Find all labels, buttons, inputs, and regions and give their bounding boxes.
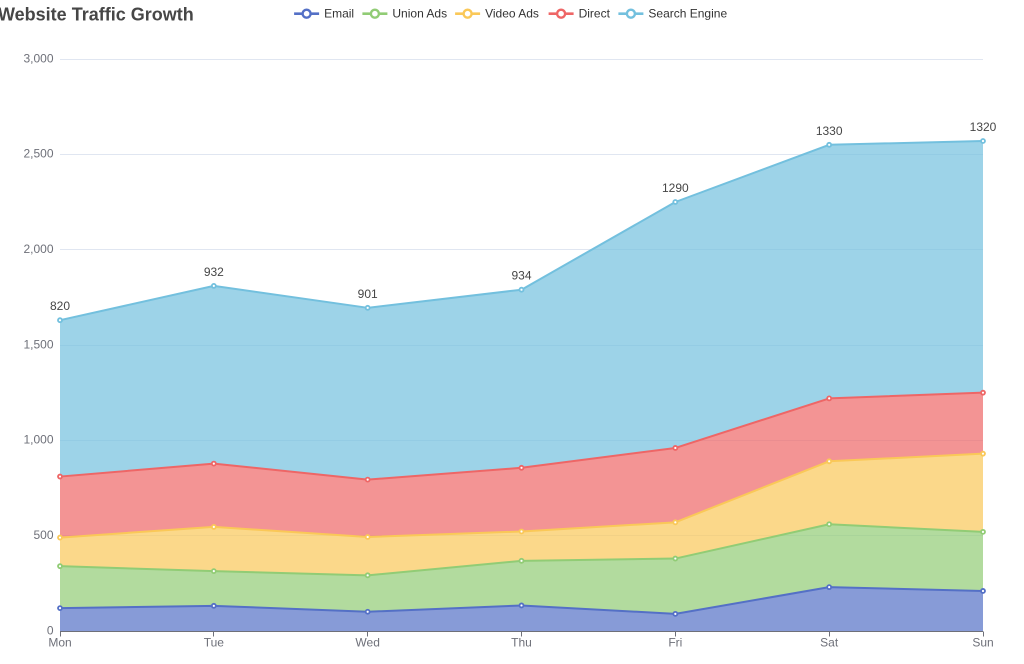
svg-text:932: 932 xyxy=(204,265,224,279)
svg-text:3,000: 3,000 xyxy=(23,51,53,65)
svg-text:Fri: Fri xyxy=(668,636,682,650)
svg-text:1,000: 1,000 xyxy=(23,433,53,447)
svg-text:1,500: 1,500 xyxy=(23,337,53,351)
svg-text:2,500: 2,500 xyxy=(23,147,53,161)
svg-text:820: 820 xyxy=(50,299,70,313)
svg-text:1320: 1320 xyxy=(970,120,997,134)
svg-text:1330: 1330 xyxy=(816,124,843,138)
svg-text:1290: 1290 xyxy=(662,181,689,195)
svg-text:Video Ads: Video Ads xyxy=(485,6,539,20)
svg-text:Thu: Thu xyxy=(511,636,532,650)
svg-text:Direct: Direct xyxy=(579,6,611,20)
svg-text:Mon: Mon xyxy=(48,636,71,650)
svg-text:934: 934 xyxy=(511,269,531,283)
svg-text:Tue: Tue xyxy=(204,636,225,650)
svg-text:Sun: Sun xyxy=(972,636,993,650)
svg-text:Wed: Wed xyxy=(355,636,379,650)
svg-text:Sat: Sat xyxy=(820,636,839,650)
svg-text:Email: Email xyxy=(324,6,354,20)
svg-text:2,000: 2,000 xyxy=(23,242,53,256)
svg-text:901: 901 xyxy=(358,287,378,301)
svg-text:Search Engine: Search Engine xyxy=(648,6,727,20)
svg-text:Union Ads: Union Ads xyxy=(392,6,447,20)
svg-text:0: 0 xyxy=(47,623,54,637)
svg-text:500: 500 xyxy=(33,528,53,542)
svg-text:Website Traffic Growth: Website Traffic Growth xyxy=(0,5,194,25)
